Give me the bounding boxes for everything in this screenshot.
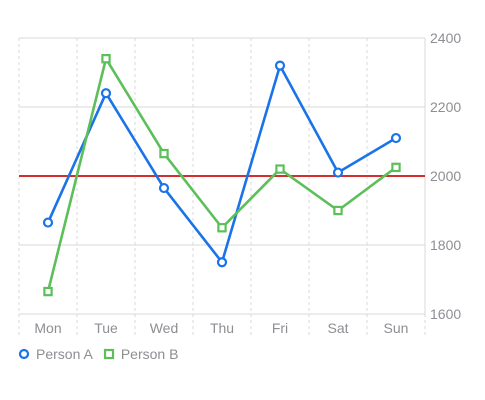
series-line-person-a (46, 64, 398, 264)
x-tick-mon: Mon (34, 320, 61, 336)
point-person-b-thu (217, 223, 227, 233)
x-tick-thu: Thu (210, 320, 234, 336)
line-chart: Mon Tue Wed Thu Fri Sat Sun 1600 1800 2000 2200 24… (18, 30, 461, 336)
x-axis-ticks: Mon Tue Wed Thu Fri Sat Sun (34, 320, 408, 336)
legend-item-person-a: Person A (18, 346, 93, 362)
point-person-b-sun (391, 162, 401, 173)
legend-item-person-b: Person B (103, 346, 179, 362)
y-tick-1800: 1800 (430, 237, 461, 253)
legend-label-person-a: Person A (36, 346, 93, 362)
y-tick-2200: 2200 (430, 99, 461, 115)
y-axis-ticks: 1600 1800 2000 2200 2400 (430, 30, 461, 322)
legend-label-person-b: Person B (120, 346, 179, 362)
grid (18, 37, 426, 336)
point-person-a-fri (274, 60, 286, 71)
legend: Person A Person B (18, 346, 178, 362)
point-person-b-tue (101, 53, 111, 64)
point-person-a-wed (158, 182, 170, 194)
series-layer (42, 53, 402, 297)
x-tick-sun: Sun (384, 320, 409, 336)
point-person-b-fri (275, 164, 285, 174)
point-person-a-mon (42, 217, 54, 228)
circle-marker-icon (18, 348, 30, 360)
x-tick-tue: Tue (94, 320, 118, 336)
point-person-a-sun (390, 132, 402, 144)
y-tick-2000: 2000 (430, 168, 461, 184)
y-tick-1600: 1600 (430, 306, 461, 322)
y-tick-2400: 2400 (430, 30, 461, 46)
point-person-b-mon (43, 286, 53, 297)
x-tick-sat: Sat (327, 320, 348, 336)
x-tick-wed: Wed (150, 320, 179, 336)
point-person-b-sat (333, 205, 343, 216)
point-person-b-wed (159, 148, 169, 159)
point-person-a-tue (100, 88, 112, 99)
square-marker-icon (103, 348, 114, 360)
point-person-a-sat (332, 167, 344, 178)
x-tick-fri: Fri (272, 320, 288, 336)
point-person-a-thu (216, 257, 228, 268)
